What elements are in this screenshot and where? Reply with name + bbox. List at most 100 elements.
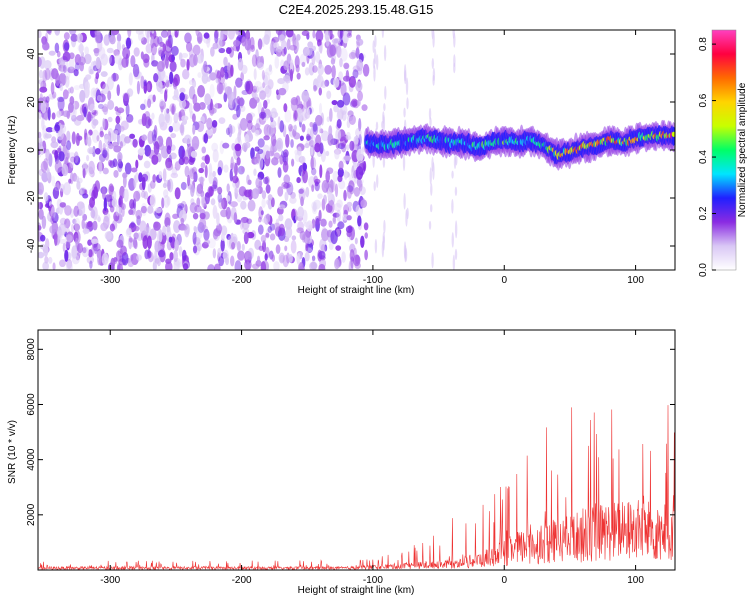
noise-blob [163,195,170,208]
noise-blob [45,148,50,161]
noise-blob [128,209,134,215]
noise-blob [73,116,82,126]
noise-blob [337,167,344,178]
noise-blob [339,136,347,147]
noise-blob [47,30,52,36]
noise-blob [169,71,174,85]
noise-blob [201,73,209,84]
noise-blob [42,69,48,83]
noise-blob [108,183,114,196]
noise-blob [201,146,207,154]
noise-blob [286,38,291,51]
noise-blob [358,118,362,132]
noise-blob [54,30,61,36]
noise-blob [191,136,200,151]
noise-blob [65,240,71,249]
noise-blob [73,151,79,164]
noise-blob [284,245,288,252]
noise-blob [41,215,47,229]
noise-blob [327,180,336,193]
noise-blob [336,99,345,108]
noise-blob [171,54,175,62]
noise-blob [162,225,167,236]
noise-blob [61,164,69,177]
noise-blob [233,39,240,47]
noise-blob [257,62,264,70]
noise-blob [49,225,56,234]
noise-blob [259,90,267,100]
noise-blob [335,245,342,251]
noise-blob [64,75,70,88]
noise-blob [230,156,234,170]
noise-blob [98,103,104,109]
noise-blob [236,156,241,166]
noise-blob [133,190,141,202]
noise-blob [44,133,52,139]
noise-blob [223,92,228,103]
noise-blob [281,181,290,190]
noise-blob [311,45,316,52]
noise-blob [251,54,258,67]
faint-streak [452,254,456,270]
noise-blob [313,84,317,92]
noise-blob [133,175,137,189]
noise-blob [270,144,275,156]
noise-blob [74,233,79,242]
noise-blob [233,212,238,224]
noise-blob [226,183,230,193]
noise-blob [258,216,262,223]
noise-blob [303,230,311,245]
noise-blob [171,45,179,56]
noise-blob [149,194,156,208]
noise-blob [108,54,112,65]
noise-blob [217,186,223,195]
noise-blob [67,66,76,74]
noise-blob [103,34,110,46]
noise-blob [300,155,306,165]
noise-blob [191,184,196,193]
snr-y-tick-label: 4000 [26,448,37,471]
noise-blob [257,138,265,148]
noise-blob [336,118,342,129]
noise-blob [164,89,168,102]
noise-blob [294,110,298,120]
faint-streak [428,220,432,230]
noise-blob [231,142,236,151]
noise-blob [136,80,141,95]
noise-blob [168,236,173,243]
noise-blob [214,30,219,44]
noise-blob [99,130,104,138]
noise-blob [151,129,157,142]
noise-blob [116,40,121,53]
noise-blob [168,125,174,133]
noise-blob [363,222,369,231]
noise-blob [304,67,310,76]
noise-blob [345,225,353,234]
noise-blob [118,197,122,206]
noise-blob [237,250,245,261]
noise-blob [78,56,86,66]
noise-blob [333,202,342,212]
noise-blob [62,110,71,118]
noise-blob [129,199,135,210]
noise-blob [289,59,294,73]
faint-streak [372,40,375,53]
noise-blob [301,90,310,103]
snr-y-axis: 2000 4000 6000 8000 [26,338,675,526]
noise-blob [144,249,150,260]
noise-blob [278,214,284,222]
noise-blob [88,166,94,177]
noise-blob [334,183,339,197]
noise-blob [240,216,249,224]
noise-blob [212,149,219,163]
noise-blob [68,178,72,184]
noise-blob [233,180,240,194]
faint-streak [403,64,407,82]
noise-blob [161,197,165,209]
noise-blob [236,104,241,118]
noise-blob [326,229,332,238]
noise-blob [200,162,206,169]
noise-blob [315,51,321,63]
noise-blob [236,95,241,105]
noise-blob [265,150,270,160]
